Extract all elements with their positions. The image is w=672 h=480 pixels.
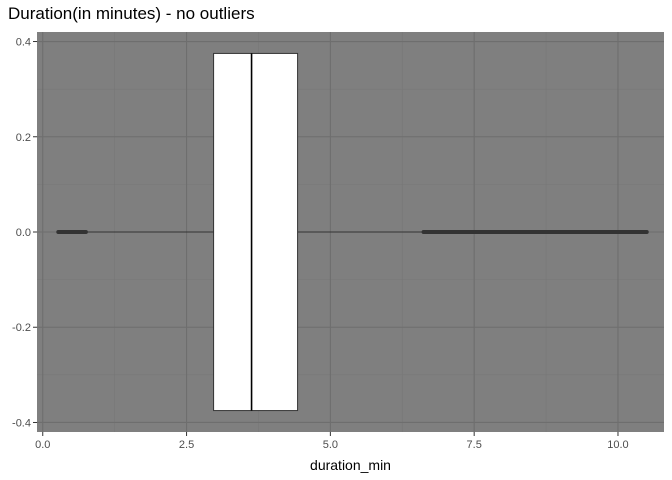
- y-tick-label: -0.4: [12, 417, 31, 429]
- x-tick-label: 7.5: [467, 439, 482, 451]
- y-tick-label: 0.0: [16, 227, 31, 239]
- axis-ticks: 0.0 2.5 5.0 7.5 10.0 -0.4 -0.2 0.0 0.2 0.4: [12, 37, 629, 451]
- x-tick-label: 10.0: [607, 439, 628, 451]
- y-tick-label: -0.2: [12, 322, 31, 334]
- iqr-box: [213, 52, 299, 412]
- x-axis-title: duration_min: [310, 457, 391, 473]
- y-tick-label: 0.2: [16, 132, 31, 144]
- chart-marks: [56, 52, 649, 412]
- y-tick-label: 0.4: [16, 37, 31, 49]
- x-tick-label: 0.0: [35, 439, 50, 451]
- x-tick-label: 2.5: [179, 439, 194, 451]
- chart-title: Duration(in minutes) - no outliers: [8, 4, 255, 23]
- x-tick-label: 5.0: [323, 439, 338, 451]
